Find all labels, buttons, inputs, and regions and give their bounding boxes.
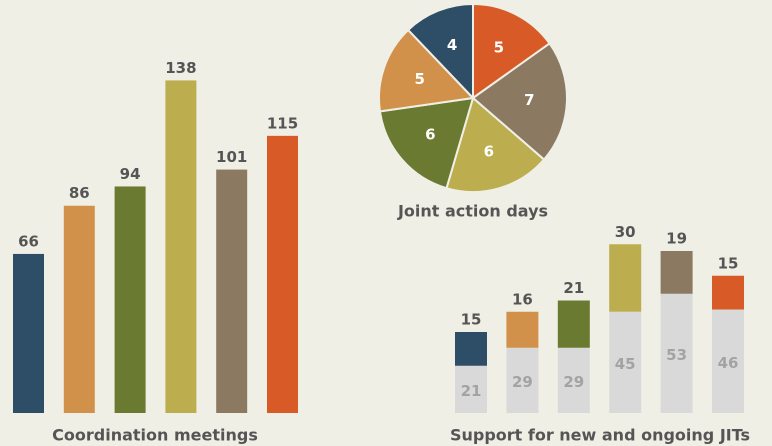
segment-label: 29: [512, 373, 533, 391]
value-label: 15: [461, 311, 482, 329]
slice-label: 6: [425, 125, 435, 143]
slice-label: 7: [524, 91, 534, 109]
value-label: 115: [267, 114, 298, 132]
bar-segment: [660, 251, 693, 294]
bar: [165, 80, 197, 414]
bar-segment: [557, 347, 590, 413]
pie-slice: [378, 96, 475, 190]
bar-segment: [712, 309, 744, 413]
value-label: 15: [718, 254, 739, 272]
segment-label: 29: [563, 373, 584, 391]
value-label: 138: [165, 59, 196, 77]
segment-label: 46: [718, 354, 739, 372]
bar-segment: [455, 365, 487, 413]
value-label: 86: [69, 184, 90, 202]
segment-label: 21: [461, 382, 482, 400]
pie-slice: [472, 2, 551, 100]
pie-slice: [471, 42, 568, 161]
value-label: 66: [18, 232, 39, 250]
chart-title: Coordination meetings: [52, 426, 258, 445]
bar-segment: [506, 347, 539, 413]
value-label: 19: [666, 230, 687, 248]
chart-title: Joint action days: [397, 202, 548, 221]
bar-segment: [557, 300, 590, 348]
bar: [267, 135, 298, 413]
pie-slice: [445, 96, 546, 193]
bar-segment: [712, 275, 744, 310]
value-label: 94: [120, 165, 141, 183]
bar: [63, 205, 95, 413]
slice-label: 4: [447, 36, 457, 54]
slice-label: 6: [484, 143, 494, 161]
bar-segment: [609, 311, 642, 413]
chart-title: Support for new and ongoing JITs: [450, 426, 750, 445]
bar: [13, 253, 44, 413]
bar-segment: [455, 332, 487, 366]
value-label: 21: [563, 279, 584, 297]
pie-slice: [378, 28, 476, 113]
value-label: 101: [216, 148, 247, 166]
bar-segment: [506, 311, 539, 348]
bar-segment: [660, 293, 693, 413]
slice-label: 5: [494, 38, 504, 56]
pie-slice: [406, 2, 474, 101]
slice-label: 5: [414, 70, 424, 88]
value-label: 30: [615, 223, 636, 241]
value-label: 16: [512, 290, 533, 308]
bar: [216, 169, 248, 413]
bar-segment: [609, 244, 642, 312]
bar: [114, 186, 146, 413]
segment-label: 53: [666, 346, 687, 364]
segment-label: 45: [615, 355, 636, 373]
